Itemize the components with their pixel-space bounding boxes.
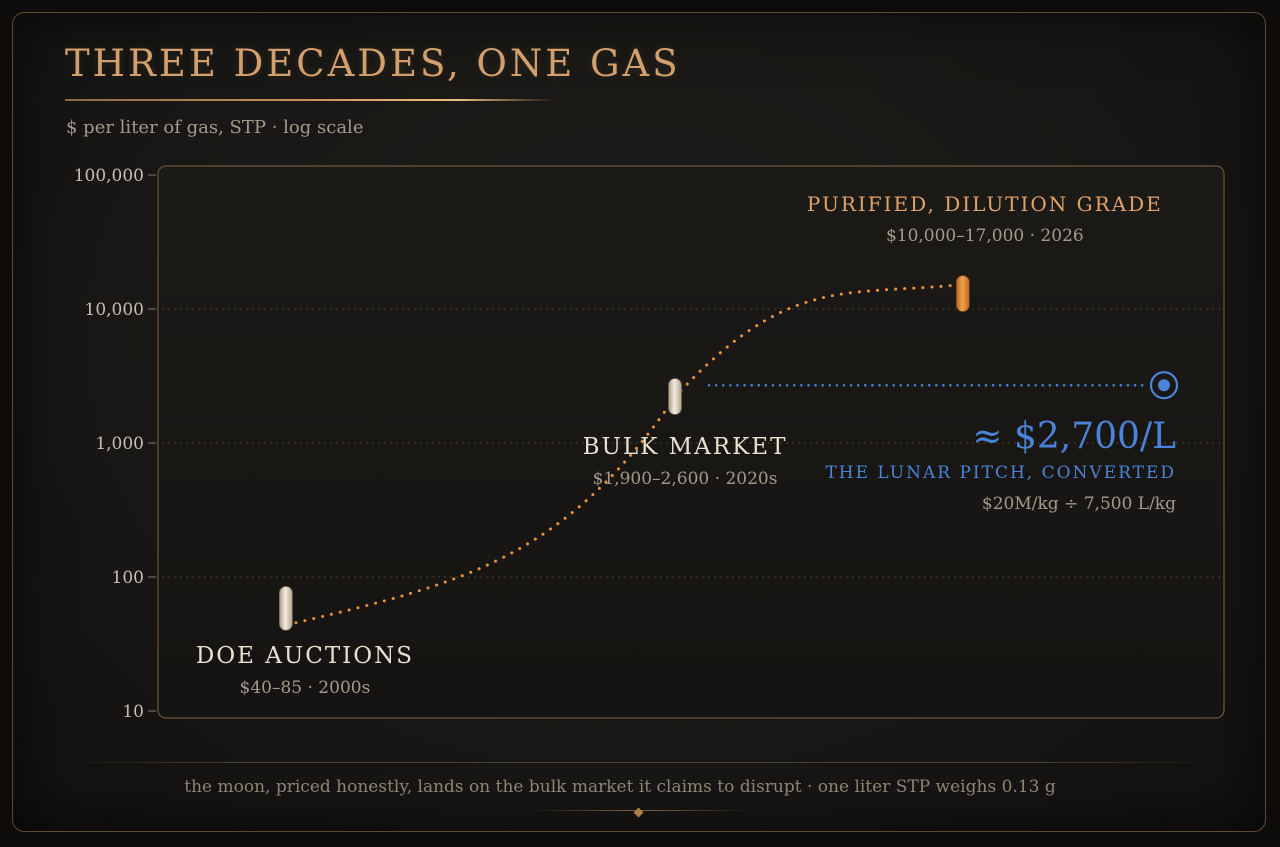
reference-value-label: ≈ $2,700/L <box>972 416 1176 457</box>
point-label-name: BULK MARKET <box>583 434 788 460</box>
chart-subtitle: $ per liter of gas, STP · log scale <box>66 117 364 138</box>
target-icon <box>1149 371 1179 400</box>
point-label-name: PURIFIED, DILUTION GRADE <box>807 192 1163 216</box>
range-pill <box>668 378 682 415</box>
reference-name: THE LUNAR PITCH, CONVERTED <box>825 463 1176 483</box>
title-underline <box>65 99 555 101</box>
point-label-detail: $40–85 · 2000s <box>240 678 371 698</box>
point-label-detail: $10,000–17,000 · 2026 <box>886 226 1084 246</box>
y-tick-label: 100 <box>112 568 144 588</box>
y-tick-label: 10 <box>122 702 144 722</box>
footer-divider <box>60 762 1220 763</box>
range-pill <box>955 275 970 312</box>
target-icon-dot <box>1158 379 1170 392</box>
y-tick-label: 10,000 <box>85 300 144 320</box>
reference-note: $20M/kg ÷ 7,500 L/kg <box>982 494 1176 514</box>
point-label-detail: $1,900–2,600 · 2020s <box>593 469 778 489</box>
range-pill <box>279 586 293 631</box>
y-tick-label: 1,000 <box>95 434 144 454</box>
page-title: THREE DECADES, ONE GAS <box>65 42 681 85</box>
y-tick-label: 100,000 <box>74 166 144 186</box>
point-label-name: DOE AUCTIONS <box>196 643 414 669</box>
footer-note: the moon, priced honestly, lands on the … <box>184 777 1056 797</box>
